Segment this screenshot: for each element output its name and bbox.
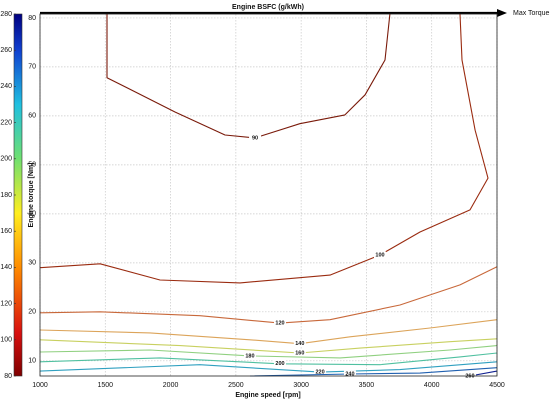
- contour-label-bg: [374, 251, 387, 259]
- plot-frame: [39, 13, 498, 377]
- colorbar-tick-label: 200: [0, 156, 12, 163]
- contour-line: [39, 266, 498, 324]
- max-torque-arrow: [497, 9, 507, 17]
- contour-label: 90: [252, 135, 258, 141]
- contour-label: 200: [275, 361, 284, 367]
- contour-line: [39, 13, 489, 284]
- colorbar-tick-label: 120: [0, 300, 12, 307]
- x-axis-label: Engine speed [rpm]: [235, 392, 300, 399]
- colorbar-tick-label: 220: [0, 119, 12, 126]
- contour-label-bg: [243, 352, 256, 360]
- contour-label: 160: [295, 350, 304, 356]
- y-tick-label: 80: [28, 15, 36, 22]
- contour-label: 180: [245, 353, 254, 359]
- y-tick-label: 60: [28, 113, 36, 120]
- y-tick-label: 70: [28, 64, 36, 71]
- contour-label: 220: [315, 370, 324, 376]
- contour-label-bg: [249, 134, 262, 142]
- contour-label: 260: [465, 373, 474, 379]
- colorbar-tick-label: 140: [0, 264, 12, 271]
- x-tick-label: 2000: [163, 382, 179, 389]
- plot-area: 90 100 120 140 160 180 200 220 240 260: [39, 13, 498, 380]
- contour-label: 240: [345, 371, 354, 377]
- colorbar-tick-label: 160: [0, 228, 12, 235]
- y-tick-label: 10: [28, 358, 36, 365]
- contour-label-bg: [343, 370, 356, 378]
- y-tick-label: 20: [28, 309, 36, 316]
- contour-line: [39, 352, 498, 366]
- contour-label: 120: [275, 321, 284, 327]
- contour-label-bg: [273, 360, 286, 368]
- x-tick-label: 1000: [32, 382, 48, 389]
- contour-label-bg: [273, 319, 286, 327]
- contour-line: [106, 13, 391, 139]
- y-tick-label: 50: [28, 162, 36, 169]
- x-tick-label: 4000: [424, 382, 440, 389]
- x-tick-label: 3000: [293, 382, 309, 389]
- x-tick-label: 1500: [97, 382, 113, 389]
- x-tick-label: 3500: [359, 382, 375, 389]
- colorbar-tick-label: 100: [0, 337, 12, 344]
- y-tick-label: 30: [28, 260, 36, 267]
- colorbar-tick-label: 240: [0, 83, 12, 90]
- contour-label-bg: [314, 368, 327, 376]
- x-tick-label: 4500: [489, 382, 505, 389]
- x-tick-label: 2500: [228, 382, 244, 389]
- colorbar-tick-label: 80: [4, 373, 12, 380]
- colorbar-tick-label: 260: [0, 47, 12, 54]
- contour-label: 100: [375, 252, 384, 258]
- contour-line: [39, 319, 498, 345]
- chart-title: Engine BSFC (g/kWh): [232, 4, 304, 11]
- colorbar-tick-label: 280: [0, 11, 12, 18]
- max-torque-label: Max Torque: [513, 10, 550, 17]
- contour-label-bg: [293, 349, 306, 357]
- contour-label-bg: [293, 340, 306, 348]
- contour-label: 140: [295, 341, 304, 347]
- contour-line: [249, 367, 498, 377]
- colorbar-tick-label: 180: [0, 192, 12, 199]
- contour-line: [39, 345, 498, 359]
- contour-line: [39, 338, 498, 354]
- y-axis-label: Engine torque [Nm]: [28, 163, 35, 228]
- y-tick-label: 40: [28, 211, 36, 218]
